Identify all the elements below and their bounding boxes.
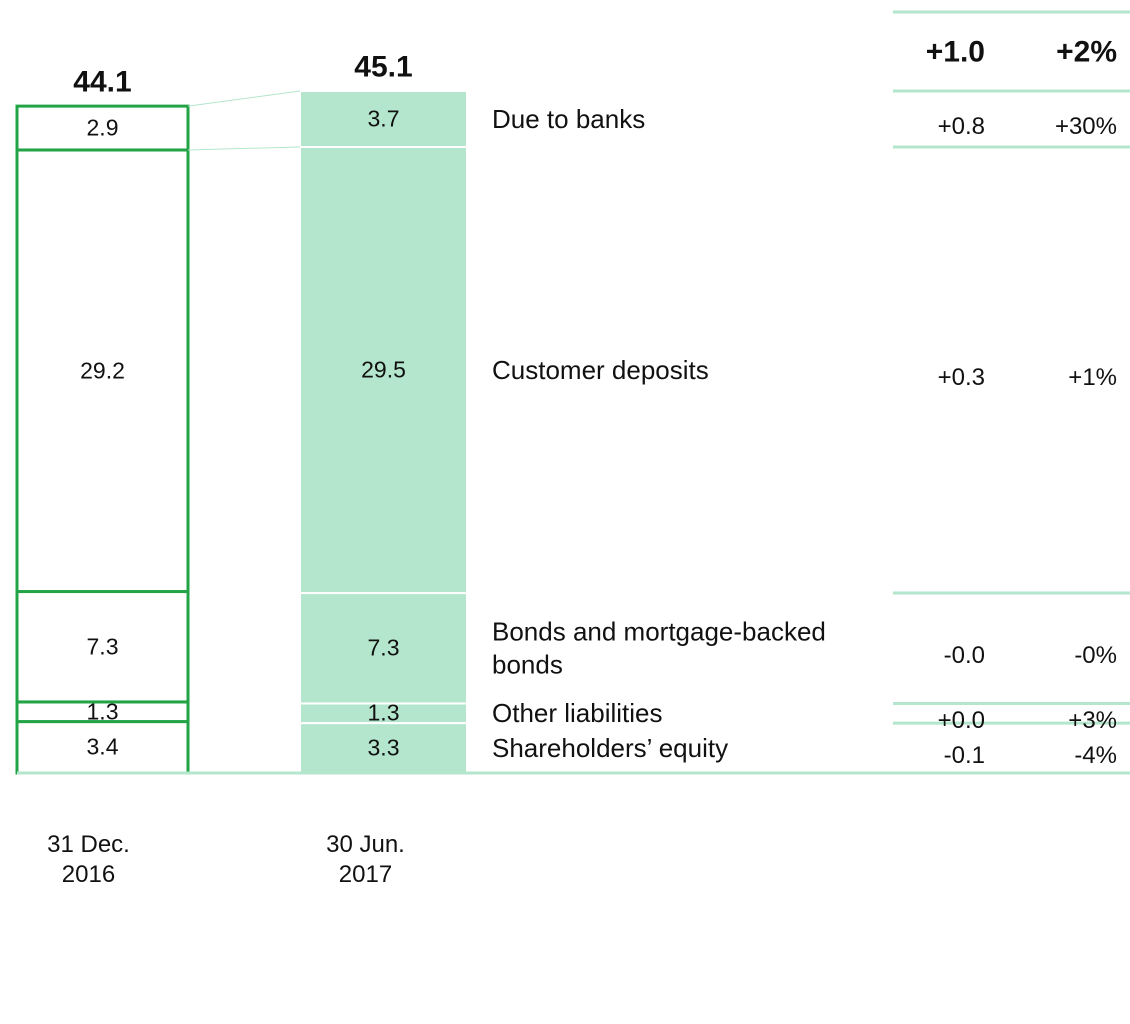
row-label: Shareholders’ equity	[492, 732, 729, 763]
bar-segment	[299, 592, 468, 705]
x-tick-label: 31 Dec. 2016	[47, 831, 130, 888]
segment-label: 29.5	[361, 356, 406, 383]
change-value: +0.0	[937, 707, 985, 735]
bar-total: 44.1	[73, 65, 132, 99]
connector	[187, 146, 301, 151]
change-value: +0.8	[937, 112, 985, 140]
bar-segment	[15, 720, 190, 775]
bar-segment	[15, 104, 190, 152]
segment-label: 1.3	[367, 699, 400, 726]
segment-label: 3.7	[367, 105, 400, 132]
change-pct: -4%	[1074, 742, 1117, 770]
bar-segment	[299, 145, 468, 595]
segment-label: 7.3	[86, 633, 119, 660]
row-label: Customer deposits	[492, 354, 709, 385]
segment-label: 3.3	[367, 734, 400, 761]
bar-segment	[299, 90, 468, 148]
segment-label: 3.4	[86, 733, 119, 760]
segment-label: 2.9	[86, 114, 119, 141]
row-label: Other liabilities	[492, 698, 663, 729]
change-value: -0.0	[943, 642, 985, 670]
x-tick-label: 30 Jun. 2017	[326, 831, 405, 888]
change-pct: -0%	[1074, 642, 1117, 670]
change-pct: +3%	[1068, 707, 1117, 735]
connector	[187, 90, 301, 107]
bar-total: 45.1	[354, 50, 413, 84]
change-value: -0.1	[943, 742, 985, 770]
segment-label: 1.3	[86, 698, 119, 725]
total-change-pct: +2%	[1056, 35, 1117, 69]
segment-label: 7.3	[367, 634, 400, 661]
bar-segment	[15, 148, 190, 594]
segment-label: 29.2	[80, 357, 125, 384]
total-change: +1.0	[925, 35, 985, 69]
change-value: +0.3	[937, 364, 985, 391]
row-label: Bonds and mortgage-backed bonds	[492, 616, 826, 680]
row-label: Due to banks	[492, 103, 646, 134]
change-pct: +30%	[1054, 112, 1117, 140]
change-pct: +1%	[1068, 364, 1117, 391]
